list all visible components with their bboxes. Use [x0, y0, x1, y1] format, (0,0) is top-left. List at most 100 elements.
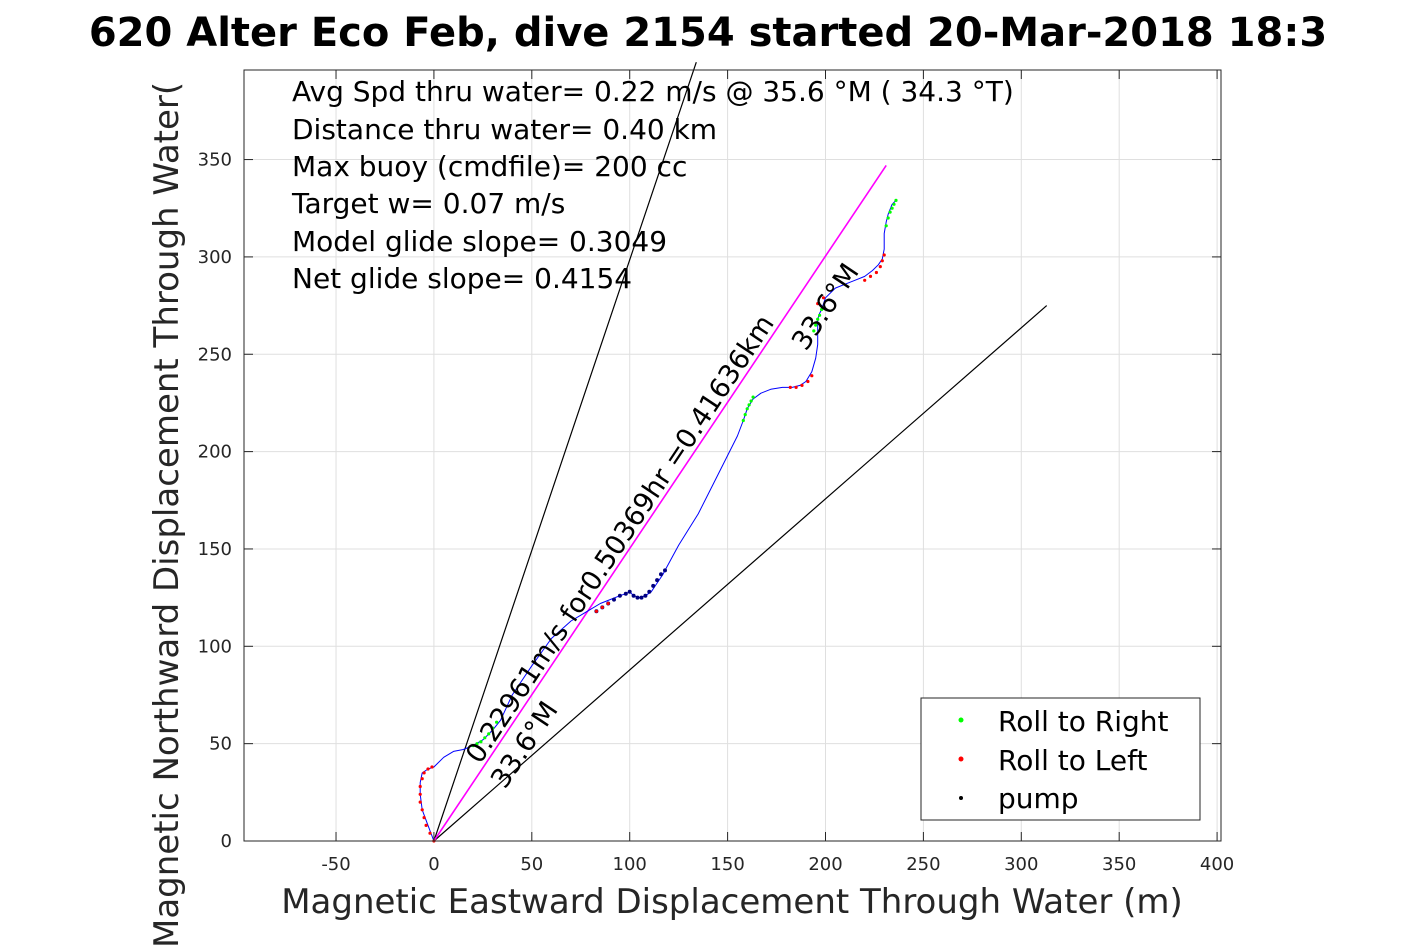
roll-right-point — [816, 317, 820, 321]
x-tick-label: 200 — [808, 854, 842, 875]
legend-box — [920, 697, 1201, 821]
roll-right-point — [745, 407, 749, 411]
pump-point — [663, 568, 667, 573]
roll-right-point — [884, 224, 888, 228]
pump-point — [635, 595, 640, 600]
roll-left-point — [874, 270, 879, 275]
roll-right-point — [818, 313, 822, 317]
roll-left-point — [424, 823, 428, 828]
roll-right-point — [751, 395, 755, 399]
y-tick-label: 200 — [198, 442, 232, 463]
y-tick-label: 350 — [198, 150, 232, 171]
x-axis-label: Magnetic Eastward Displacement Through W… — [281, 882, 1183, 922]
pump-point — [623, 591, 628, 596]
annotation-distance: Distance thru water= 0.40 km — [292, 113, 717, 146]
pump-point — [631, 593, 636, 598]
roll-right-point — [812, 329, 816, 333]
x-tick-label: 150 — [710, 854, 744, 875]
pump-point — [617, 593, 622, 598]
legend-label-roll-left: Roll to Left — [998, 744, 1147, 777]
roll-left-point — [878, 265, 882, 269]
annotation-max-buoy: Max buoy (cmdfile)= 200 cc — [292, 150, 687, 183]
roll-right-point — [491, 726, 495, 730]
roll-left-point — [600, 605, 604, 610]
roll-left-point — [880, 259, 884, 263]
roll-left-point — [788, 385, 792, 389]
roll-left-point — [816, 302, 820, 306]
roll-right-point — [820, 307, 824, 312]
roll-right-point — [894, 198, 898, 202]
roll-left-point — [606, 601, 610, 606]
roll-left-point — [428, 831, 432, 835]
marker-group — [418, 198, 898, 843]
legend-marker-roll-left — [958, 756, 964, 762]
roll-left-point — [420, 808, 424, 812]
y-tick-label: 300 — [198, 247, 232, 268]
roll-right-point — [487, 732, 491, 736]
y-tick-label: 100 — [198, 636, 232, 657]
roll-right-point — [741, 418, 745, 423]
roll-left-point — [821, 296, 826, 300]
y-axis-label: Magnetic Northward Displacement Through … — [147, 82, 187, 945]
roll-left-point — [806, 379, 810, 384]
roll-left-point — [863, 278, 867, 282]
x-tick-label: 0 — [428, 854, 439, 875]
roll-left-point — [420, 777, 424, 781]
tick-group: -50 0 50 100 150 200 250 300 350 400 0 50 100 150 200 2… — [198, 70, 1234, 875]
cone-left-line — [433, 62, 697, 842]
y-tick-label: 250 — [198, 344, 232, 365]
y-tick-label: 0 — [221, 831, 232, 852]
legend: Roll to Right Roll to Left pump — [920, 697, 1201, 821]
roll-left-point — [430, 765, 434, 769]
roll-left-point — [800, 383, 804, 387]
annotation-avg-speed: Avg Spd thru water= 0.22 m/s @ 35.6 °M (… — [292, 75, 1014, 108]
x-tick-label: 400 — [1200, 854, 1234, 875]
cone-right-line — [433, 305, 1048, 842]
heading-line — [433, 164, 887, 842]
x-tick-label: 250 — [906, 854, 940, 875]
roll-right-point — [747, 403, 751, 407]
legend-label-roll-right: Roll to Right — [998, 705, 1169, 738]
annotation-net-glide: Net glide slope= 0.4154 — [292, 262, 632, 295]
legend-marker-roll-right — [958, 717, 964, 723]
annotation-block: Avg Spd thru water= 0.22 m/s @ 35.6 °M (… — [291, 75, 1014, 295]
roll-left-point — [868, 274, 873, 278]
y-tick-label: 150 — [198, 539, 232, 560]
roll-left-point — [810, 374, 814, 378]
roll-left-point — [418, 792, 422, 796]
y-tick-label: 50 — [209, 734, 232, 755]
roll-left-point — [426, 767, 430, 771]
roll-right-point — [495, 720, 499, 724]
roll-right-point — [886, 216, 890, 220]
roll-right-point — [483, 736, 487, 740]
roll-right-point — [475, 742, 479, 746]
legend-marker-pump — [959, 796, 963, 800]
roll-left-point — [882, 253, 886, 257]
roll-right-point — [749, 399, 753, 403]
annotation-model-glide: Model glide slope= 0.3049 — [292, 225, 667, 258]
x-tick-label: 50 — [520, 854, 543, 875]
x-tick-label: 350 — [1102, 854, 1136, 875]
roll-left-point — [594, 609, 599, 613]
roll-right-point — [890, 206, 894, 210]
roll-right-point — [814, 323, 818, 327]
plot-frame — [243, 69, 1222, 842]
x-tick-label: 300 — [1004, 854, 1038, 875]
roll-right-point — [743, 413, 747, 417]
chart-title: 620 Alter Eco Feb, dive 2154 started 20-… — [89, 10, 1327, 56]
pump-point — [639, 595, 644, 600]
legend-label-pump: pump — [998, 782, 1079, 815]
pump-point — [627, 589, 632, 594]
x-tick-label: -50 — [321, 854, 350, 875]
pump-point — [655, 578, 660, 583]
pump-point — [643, 593, 648, 598]
roll-right-point — [471, 744, 475, 748]
roll-left-point — [418, 800, 422, 804]
pump-point — [659, 572, 663, 577]
roll-right-point — [479, 740, 483, 744]
pump-point — [651, 583, 656, 588]
cone-lines — [433, 62, 1048, 842]
roll-left-point — [794, 385, 798, 389]
roll-right-point — [892, 202, 896, 206]
